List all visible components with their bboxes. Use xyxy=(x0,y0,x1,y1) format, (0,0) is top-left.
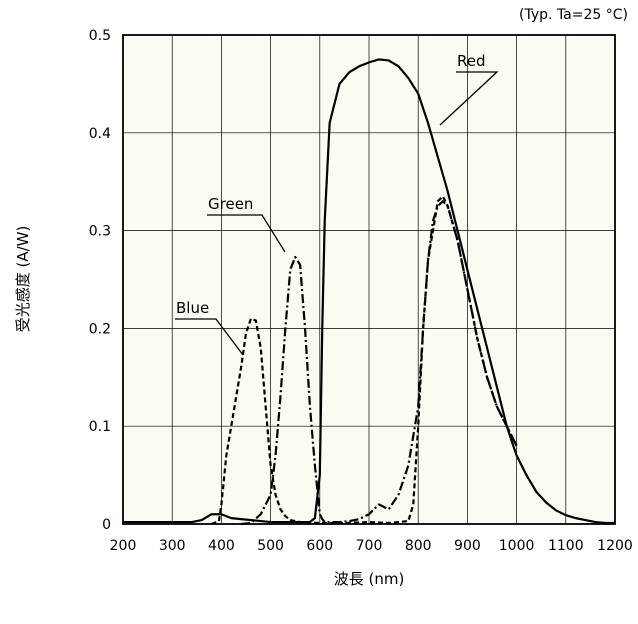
y-axis-label: 受光感度 (A/W) xyxy=(14,226,32,333)
y-tick-label: 0.5 xyxy=(89,28,111,44)
x-tick-label: 600 xyxy=(306,538,333,554)
x-tick-labels: 200 300 400 500 600 700 800 900 1000 1100 1200 xyxy=(110,538,633,554)
x-tick-label: 700 xyxy=(356,538,383,554)
y-tick-labels: 0 0.1 0.2 0.3 0.4 0.5 xyxy=(89,28,111,533)
y-tick-label: 0.2 xyxy=(89,321,111,337)
condition-label: (Typ. Ta=25 °C) xyxy=(519,7,628,23)
label-leader-green xyxy=(207,214,286,253)
x-tick-label: 800 xyxy=(405,538,432,554)
x-tick-label: 900 xyxy=(454,538,481,554)
grid xyxy=(123,35,615,524)
x-tick-label: 1000 xyxy=(499,538,535,554)
series-label-green: Green xyxy=(208,195,253,213)
series-label-red: Red xyxy=(457,52,486,70)
x-tick-label: 500 xyxy=(257,538,284,554)
x-tick-label: 300 xyxy=(159,538,186,554)
series-labels: Red Green Blue xyxy=(175,52,499,356)
x-tick-label: 1100 xyxy=(548,538,584,554)
label-leader-blue xyxy=(175,318,244,356)
y-tick-label: 0.1 xyxy=(89,419,111,435)
x-tick-label: 400 xyxy=(208,538,235,554)
series-line-red xyxy=(123,58,615,525)
y-tick-label: 0.4 xyxy=(89,126,111,142)
label-leader-red xyxy=(439,71,499,126)
y-tick-label: 0 xyxy=(102,517,111,533)
x-tick-label: 200 xyxy=(110,538,137,554)
series-label-blue: Blue xyxy=(176,299,209,317)
series-line-blue xyxy=(211,195,518,526)
series-line-green xyxy=(240,200,518,526)
y-tick-label: 0.3 xyxy=(89,224,111,240)
x-axis-label: 波長 (nm) xyxy=(334,570,405,588)
plot-frame xyxy=(122,34,616,525)
x-tick-label: 1200 xyxy=(597,538,633,554)
series-group xyxy=(123,58,615,526)
